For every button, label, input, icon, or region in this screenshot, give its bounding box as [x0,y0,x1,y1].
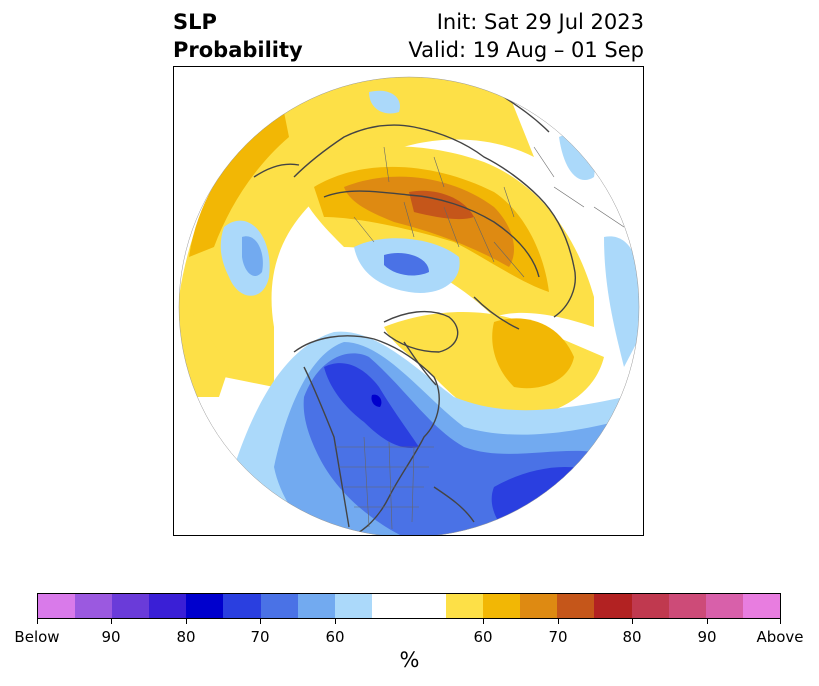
colorbar-segment [557,594,595,618]
colorbar-segment [38,594,76,618]
colorbar-segment [483,594,521,618]
colorbar-segment [260,594,298,618]
colorbar-tick-label: 80 [622,628,642,646]
colorbar-segment [223,594,261,618]
colorbar-segment [705,594,743,618]
colorbar-tick [558,619,559,624]
colorbar-tick-label: 70 [548,628,568,646]
colorbar-segment [334,594,372,618]
positive-region-eurasia-peak [344,176,514,267]
colorbar-segment [186,594,224,618]
colorbar-tick-label: Above [756,628,804,646]
negative-region-na-dark [324,363,419,448]
colorbar-segment [149,594,187,618]
negative-region-na-max [371,394,382,407]
colorbar-segment [446,594,484,618]
colorbar-segment [408,594,447,618]
colorbar-tick-label: 60 [473,628,493,646]
colorbar-tick [186,619,187,624]
probability-map [178,76,640,535]
colorbar-tick-label: 70 [250,628,270,646]
colorbar-tick [260,619,261,624]
colorbar-tick [632,619,633,624]
colorbar-segment [112,594,150,618]
colorbar-segment [297,594,335,618]
colorbar-tick [111,619,112,624]
colorbar-tick-label: 60 [325,628,345,646]
colorbar-tick [483,619,484,624]
title-variable: SLP [173,10,217,34]
negative-region-atlantic-east [604,236,639,367]
colorbar [37,593,781,619]
title-metric: Probability [173,38,303,62]
init-date: Init: Sat 29 Jul 2023 [436,10,644,34]
negative-region-scandinavia [369,90,400,114]
colorbar-segment [594,594,632,618]
colorbar-tick [707,619,708,624]
colorbar-tick [37,619,38,624]
negative-region-pacific-core [242,236,263,277]
map-boundary [178,76,640,535]
map-panel [173,66,644,536]
title-left: SLP Probability [173,8,303,64]
positive-region-eurasia-max [409,190,474,220]
colorbar-tick-label: Below [14,628,60,646]
valid-range: Valid: 19 Aug – 01 Sep [408,38,644,62]
colorbar-tick-label: 80 [176,628,196,646]
colorbar-tick [780,619,781,624]
colorbar-segment [668,594,706,618]
colorbar-segment [75,594,113,618]
colorbar-segment [742,594,780,618]
colorbar-ticks: Below 90 80 70 60 60 70 80 90 Above [14,619,804,646]
negative-region-arctic-core [384,252,429,276]
positive-region-arctic-core [492,318,574,389]
colorbar-segment [631,594,669,618]
colorbar-tick [335,619,336,624]
colorbar-unit-label: % [399,648,420,672]
colorbar-tick-label: 90 [101,628,121,646]
borders [334,146,625,530]
title-right: Init: Sat 29 Jul 2023 Valid: 19 Aug – 01… [408,8,644,64]
colorbar-segment [520,594,558,618]
colorbar-tick-label: 90 [697,628,717,646]
positive-region-pacific-core [189,112,289,257]
colorbar-segment [371,594,409,618]
